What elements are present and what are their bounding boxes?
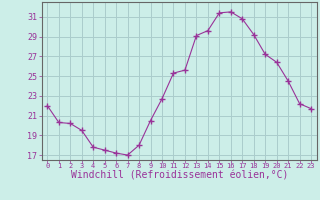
X-axis label: Windchill (Refroidissement éolien,°C): Windchill (Refroidissement éolien,°C): [70, 171, 288, 181]
